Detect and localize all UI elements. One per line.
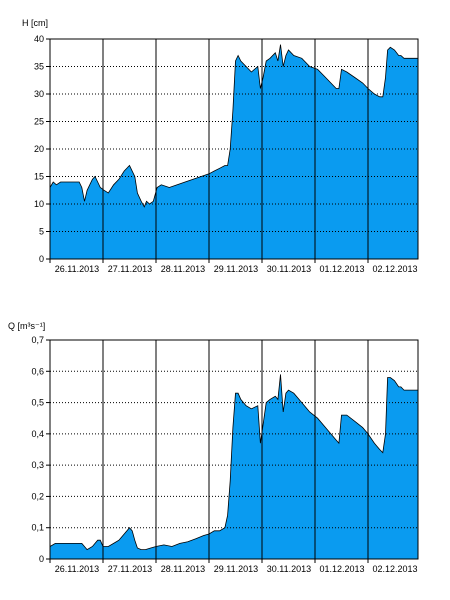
water-level-plot-frame [49, 38, 419, 260]
discharge-x-tick-label: 02.12.2013 [372, 564, 417, 574]
discharge-x-tick-label: 28.11.2013 [161, 564, 205, 574]
water-level-y-tick-label: 40 [34, 34, 44, 44]
discharge-y-tick-label: 0,6 [31, 366, 44, 376]
water-level-y-tick-label: 35 [34, 62, 44, 72]
discharge-y-tick-label: 0 [39, 554, 44, 564]
water-level-chart: H [cm] 0 5 10 15 20 25 30 35 40 26.11.2013 27.11.2… [22, 18, 419, 274]
discharge-y-tick-label: 0,5 [31, 398, 44, 408]
water-level-y-tick-label: 15 [34, 172, 44, 182]
discharge-x-tick-label: 27.11.2013 [108, 564, 152, 574]
discharge-y-tick-label: 0,7 [31, 335, 44, 345]
water-level-y-tick-label: 20 [34, 144, 44, 154]
water-level-y-tick-label: 0 [39, 254, 44, 264]
water-level-x-tick-label: 28.11.2013 [161, 264, 205, 274]
water-level-x-tick-label: 02.12.2013 [372, 264, 417, 274]
water-level-y-tick-label: 25 [34, 117, 44, 127]
discharge-x-tick-label: 30.11.2013 [267, 564, 311, 574]
water-level-x-tick-label: 27.11.2013 [108, 264, 152, 274]
discharge-x-tick-label: 01.12.2013 [319, 564, 364, 574]
discharge-area-series [49, 374, 419, 560]
discharge-y-tick-label: 0,1 [31, 523, 44, 533]
water-level-x-tick-label: 30.11.2013 [267, 264, 311, 274]
water-level-x-tick-label: 29.11.2013 [214, 264, 258, 274]
water-level-x-tick-label: 26.11.2013 [55, 264, 99, 274]
discharge-plot-frame [49, 339, 419, 560]
water-level-axis-label: H [cm] [22, 18, 48, 28]
discharge-y-tick-label: 0,2 [31, 491, 44, 501]
water-level-area-series [49, 44, 419, 260]
water-level-y-tick-label: 30 [34, 89, 44, 99]
water-level-y-tick-label: 10 [34, 199, 44, 209]
discharge-y-tick-label: 0,4 [31, 429, 44, 439]
water-level-x-tick-label: 01.12.2013 [319, 264, 364, 274]
discharge-x-tick-label: 29.11.2013 [214, 564, 258, 574]
water-level-y-tick-label: 5 [39, 227, 44, 237]
discharge-chart: Q [m³s⁻¹] 0 0,1 0,2 0,3 0,4 0,5 0,6 0,7 26.11.20… [8, 321, 419, 574]
discharge-y-tick-label: 0,3 [31, 460, 44, 470]
discharge-x-tick-label: 26.11.2013 [55, 564, 99, 574]
discharge-axis-label: Q [m³s⁻¹] [8, 321, 45, 331]
